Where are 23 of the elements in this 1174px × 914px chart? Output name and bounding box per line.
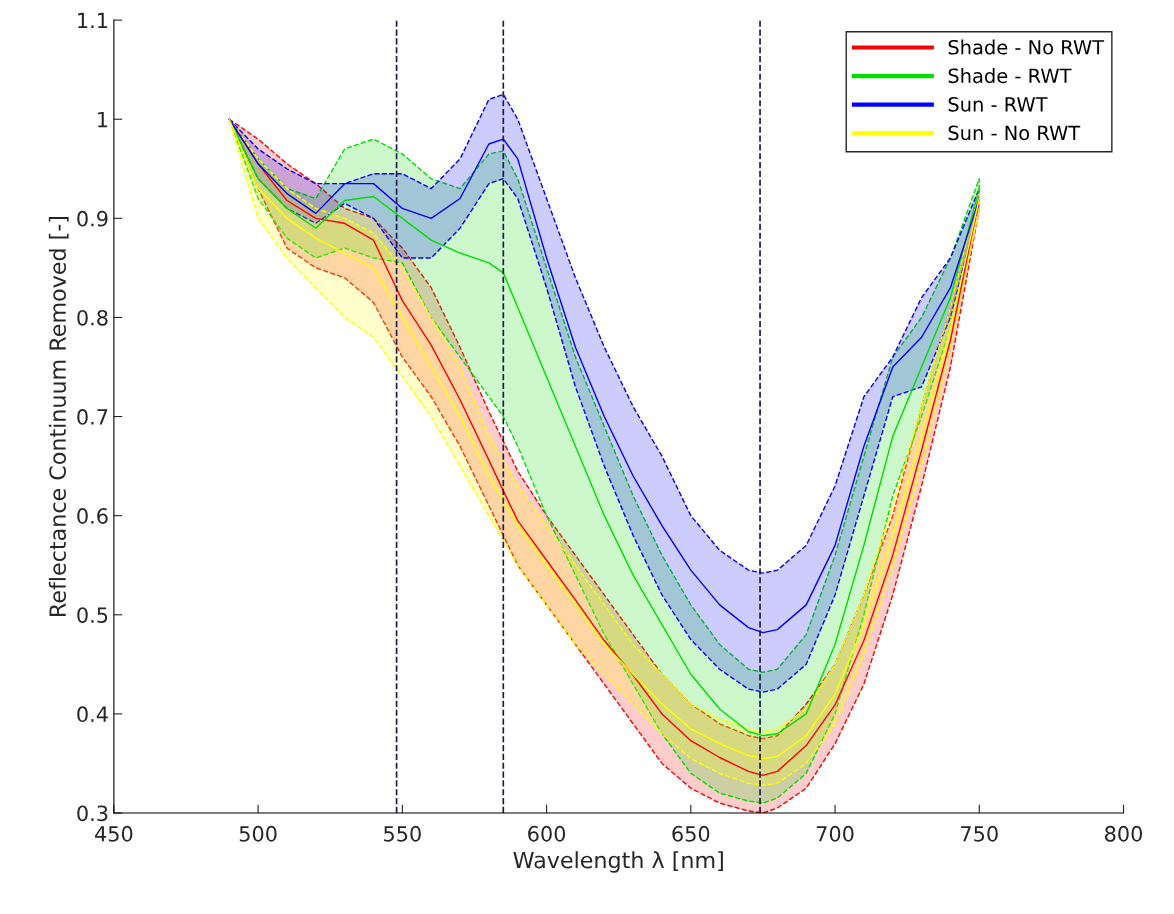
x-tick-label: 750 bbox=[961, 825, 998, 842]
x-tick-label: 600 bbox=[528, 825, 566, 842]
x-tick-label: 450 bbox=[95, 825, 133, 842]
x-tick-label: 650 bbox=[672, 825, 710, 842]
y-tick-label: 1.1 bbox=[78, 12, 108, 29]
x-tick-label: 700 bbox=[816, 825, 854, 842]
legend-label: Shade - No RWT bbox=[948, 39, 1105, 55]
legend-label: Sun - No RWT bbox=[948, 125, 1081, 141]
x-tick-label: 550 bbox=[384, 825, 421, 842]
y-tick-label: 0.9 bbox=[77, 210, 108, 227]
y-tick-label: 1 bbox=[98, 111, 108, 128]
y-tick-label: 0.6 bbox=[77, 508, 108, 524]
legend-label: Sun - RWT bbox=[948, 96, 1048, 112]
y-tick-label: 0.5 bbox=[77, 607, 108, 623]
y-axis-title: Reflectance Continuum Removed [-] bbox=[48, 216, 69, 616]
y-tick-label: 0.8 bbox=[77, 309, 108, 326]
x-tick-label: 500 bbox=[239, 825, 277, 842]
y-tick-label: 0.4 bbox=[77, 706, 108, 723]
y-tick-label: 0.7 bbox=[77, 409, 108, 425]
x-axis-title: Wavelength λ [nm] bbox=[513, 851, 723, 873]
x-tick-label: 800 bbox=[1105, 825, 1143, 842]
y-tick-label: 0.3 bbox=[77, 805, 108, 822]
legend-label: Shade - RWT bbox=[948, 68, 1072, 84]
